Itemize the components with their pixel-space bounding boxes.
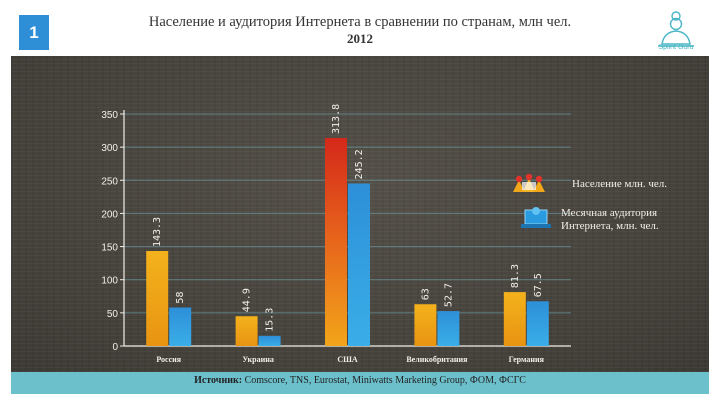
y-tick-label: 300 <box>101 143 118 154</box>
legend-internet-label: Месячная аудитория Интернета, млн. чел. <box>561 207 659 232</box>
bar <box>348 183 370 346</box>
data-label: 58 <box>175 292 186 304</box>
x-tick-label: Германия <box>509 355 545 364</box>
bar <box>258 335 281 346</box>
x-tick-label: Россия <box>156 355 181 364</box>
bar <box>169 307 192 346</box>
bar <box>325 137 347 346</box>
y-tick-label: 250 <box>101 176 118 187</box>
bar <box>503 292 526 346</box>
labels: 143.3 58 Россия 44.9 15.3 Украина 313.8 245.2 СШ… <box>152 104 544 364</box>
data-label: 245.2 <box>354 149 365 179</box>
y-tick-label: 150 <box>101 243 118 254</box>
grid-lines <box>124 113 571 314</box>
logo-text: Splint Guru <box>658 44 694 51</box>
source-text: Comscore, TNS, Eurostat, Miniwatts Marke… <box>244 375 526 386</box>
legend <box>513 173 551 228</box>
bar <box>526 301 549 346</box>
source-note: Источник: Comscore, TNS, Eurostat, Miniw… <box>11 375 709 386</box>
data-label: 313.8 <box>331 104 342 134</box>
data-label: 63 <box>420 288 431 300</box>
bar <box>414 304 437 346</box>
y-tick-label: 350 <box>101 110 118 121</box>
data-label: 15.3 <box>265 308 276 332</box>
bar <box>146 251 169 346</box>
header <box>11 0 709 56</box>
buddha-logo-icon <box>658 11 694 47</box>
y-tick-label: 0 <box>112 342 118 353</box>
legend-population-label: Население млн. чел. <box>572 178 667 190</box>
bars <box>146 137 549 346</box>
x-tick-label: Великобритания <box>406 355 468 364</box>
data-label: 67.5 <box>533 273 544 297</box>
slide-number: 1 <box>19 15 49 50</box>
chart-subtitle: 2012 <box>347 31 373 46</box>
chart-title: Население и аудитория Интернета в сравне… <box>148 14 572 30</box>
bar <box>235 316 258 346</box>
axes: 0 50 100 150 200 250 300 350 <box>101 110 571 353</box>
data-label: 143.3 <box>152 217 163 247</box>
footer: Источник: Comscore, TNS, Eurostat, Miniw… <box>11 372 709 394</box>
data-label: 81.3 <box>510 264 521 288</box>
data-label: 44.9 <box>242 288 253 312</box>
y-tick-label: 100 <box>101 276 118 287</box>
data-label: 52.7 <box>443 283 454 307</box>
bar <box>437 311 460 346</box>
legend-population-icon <box>513 173 545 192</box>
x-tick-label: США <box>337 355 358 364</box>
x-tick-label: Украина <box>242 355 274 364</box>
y-tick-label: 50 <box>107 309 119 320</box>
legend-internet-icon <box>521 207 551 228</box>
source-label: Источник: <box>194 375 243 386</box>
y-tick-label: 200 <box>101 209 118 220</box>
